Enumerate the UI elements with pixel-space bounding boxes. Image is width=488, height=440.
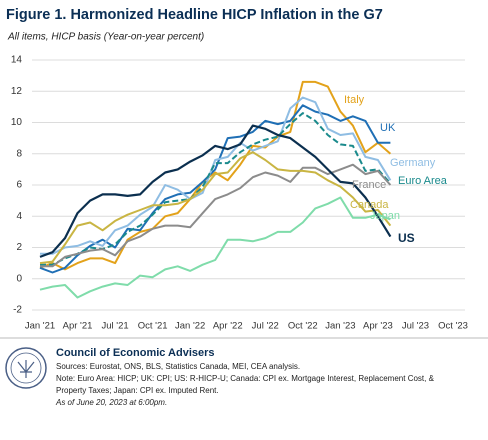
legend-label: UK xyxy=(380,122,396,134)
series-line xyxy=(39,80,392,271)
series-line xyxy=(39,104,391,274)
x-tick-label: Apr '21 xyxy=(63,321,93,332)
legend-label: Canada xyxy=(350,199,389,211)
x-tick-label: Oct '21 xyxy=(138,321,168,332)
y-tick-label: 12 xyxy=(11,86,23,97)
legend-label: US xyxy=(398,231,415,245)
series-line xyxy=(39,124,392,258)
footer-org: Council of Economic Advisers xyxy=(56,347,215,359)
chart-title: Figure 1. Harmonized Headline HICP Infla… xyxy=(6,7,383,23)
y-tick-label: -2 xyxy=(13,305,22,316)
legend-label: Italy xyxy=(344,94,365,106)
y-tick-label: 2 xyxy=(16,242,22,253)
y-tick-label: 10 xyxy=(11,117,23,128)
chart-subtitle: All items, HICP basis (Year-on-year perc… xyxy=(7,32,204,43)
legend-label: France xyxy=(352,179,386,191)
x-tick-label: Apr '23 xyxy=(363,321,393,332)
y-tick-label: 6 xyxy=(16,180,22,191)
y-tick-label: 4 xyxy=(16,211,22,222)
x-tick-label: Jan '23 xyxy=(325,321,355,332)
x-tick-label: Apr '22 xyxy=(213,321,243,332)
legend-label: Euro Area xyxy=(398,175,448,187)
footer-line: Sources: Eurostat, ONS, BLS, Statistics … xyxy=(56,362,300,371)
y-tick-label: 14 xyxy=(11,55,23,66)
y-tick-label: 0 xyxy=(16,273,22,284)
legend-label: Germany xyxy=(390,157,436,169)
y-tick-label: 8 xyxy=(16,148,22,159)
series-line xyxy=(39,151,392,265)
x-tick-label: Oct '23 xyxy=(438,321,468,332)
series-line xyxy=(39,196,391,299)
x-tick-label: Jul '22 xyxy=(252,321,279,332)
footer-line: As of June 20, 2023 at 6:00pm. xyxy=(55,398,167,407)
x-tick-label: Jan '21 xyxy=(25,321,55,332)
legend-label: Japan xyxy=(370,210,400,222)
seal xyxy=(5,347,47,389)
x-tick-label: Jan '22 xyxy=(175,321,205,332)
footer-line: Note: Euro Area: HICP; UK: CPI; US: R-HI… xyxy=(56,374,435,383)
footer-line: Property Taxes; Japan: CPI ex. Imputed R… xyxy=(56,386,219,395)
x-tick-label: Jul '23 xyxy=(402,321,429,332)
x-tick-label: Oct '22 xyxy=(288,321,318,332)
series-line xyxy=(40,96,392,255)
x-tick-label: Jul '21 xyxy=(102,321,129,332)
